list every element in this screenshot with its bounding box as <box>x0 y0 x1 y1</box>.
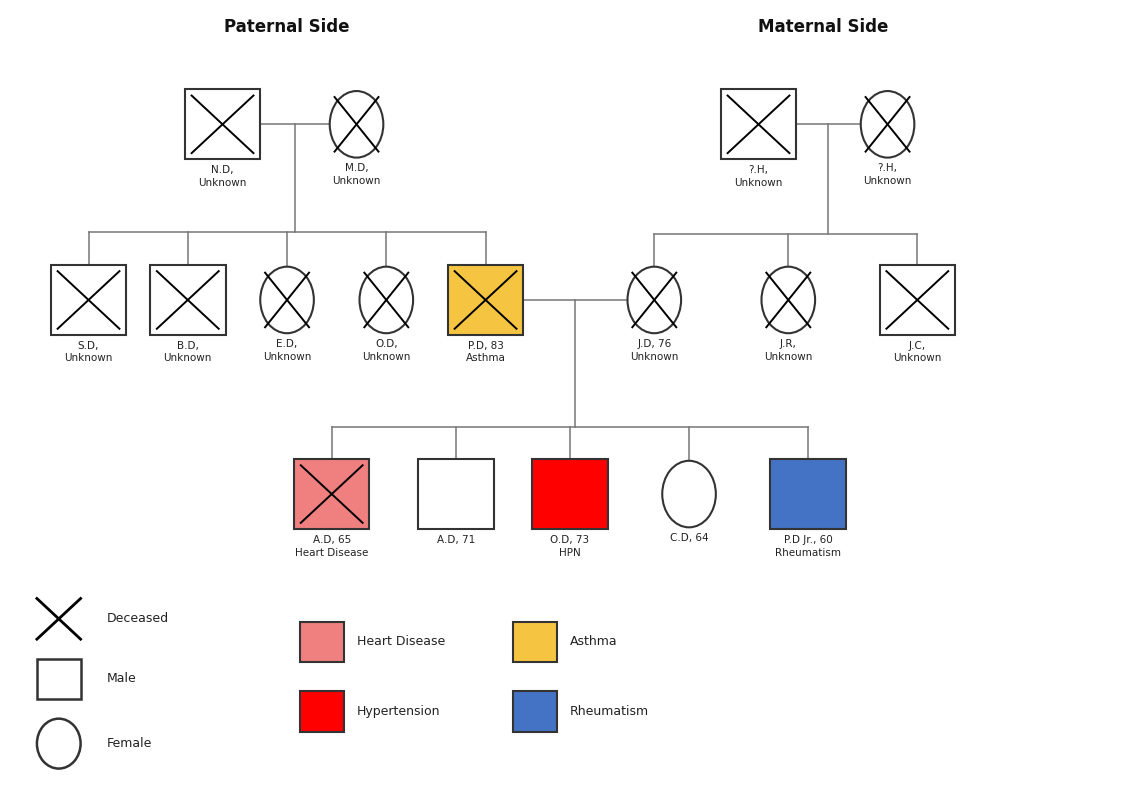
Text: O.D,
Unknown: O.D, Unknown <box>362 339 411 361</box>
Text: C.D, 64: C.D, 64 <box>670 533 708 543</box>
Text: J.R,
Unknown: J.R, Unknown <box>764 339 812 361</box>
Bar <box>514 622 557 662</box>
Bar <box>294 459 369 529</box>
Bar <box>185 89 260 160</box>
Ellipse shape <box>627 267 681 333</box>
Text: Female: Female <box>107 737 151 750</box>
Bar <box>419 459 494 529</box>
Bar <box>50 265 127 335</box>
Bar <box>300 691 343 731</box>
Ellipse shape <box>330 91 384 157</box>
Text: Maternal Side: Maternal Side <box>757 18 889 36</box>
Text: Hypertension: Hypertension <box>357 705 440 718</box>
Text: E.D,
Unknown: E.D, Unknown <box>263 339 311 361</box>
Text: J.C,
Unknown: J.C, Unknown <box>893 341 941 364</box>
Text: Heart Disease: Heart Disease <box>357 635 444 649</box>
Text: Deceased: Deceased <box>107 612 168 626</box>
Ellipse shape <box>662 461 716 527</box>
Text: M.D,
Unknown: M.D, Unknown <box>332 163 380 186</box>
Bar <box>720 89 797 160</box>
Bar <box>532 459 608 529</box>
Text: Paternal Side: Paternal Side <box>224 18 350 36</box>
Text: Asthma: Asthma <box>570 635 617 649</box>
Text: O.D, 73
HPN: O.D, 73 HPN <box>551 534 589 557</box>
Text: Male: Male <box>107 673 136 685</box>
Text: ?.H,
Unknown: ?.H, Unknown <box>863 163 912 186</box>
Bar <box>150 265 226 335</box>
Ellipse shape <box>861 91 914 157</box>
Text: S.D,
Unknown: S.D, Unknown <box>64 341 112 364</box>
Text: P.D, 83
Asthma: P.D, 83 Asthma <box>466 341 506 364</box>
Text: A.D, 65
Heart Disease: A.D, 65 Heart Disease <box>295 534 368 557</box>
Text: Rheumatism: Rheumatism <box>570 705 649 718</box>
Bar <box>771 459 846 529</box>
Ellipse shape <box>359 267 413 333</box>
Ellipse shape <box>260 267 314 333</box>
Text: J.D, 76
Unknown: J.D, 76 Unknown <box>631 339 679 361</box>
Text: P.D Jr., 60
Rheumatism: P.D Jr., 60 Rheumatism <box>775 534 842 557</box>
Bar <box>448 265 523 335</box>
Ellipse shape <box>762 267 815 333</box>
Bar <box>37 658 81 700</box>
Bar <box>300 622 343 662</box>
Ellipse shape <box>37 719 81 769</box>
Text: B.D,
Unknown: B.D, Unknown <box>164 341 212 364</box>
Text: N.D,
Unknown: N.D, Unknown <box>199 165 247 188</box>
Bar <box>514 691 557 731</box>
Text: A.D, 71: A.D, 71 <box>436 534 475 545</box>
Text: ?.H,
Unknown: ?.H, Unknown <box>734 165 783 188</box>
Bar <box>880 265 955 335</box>
